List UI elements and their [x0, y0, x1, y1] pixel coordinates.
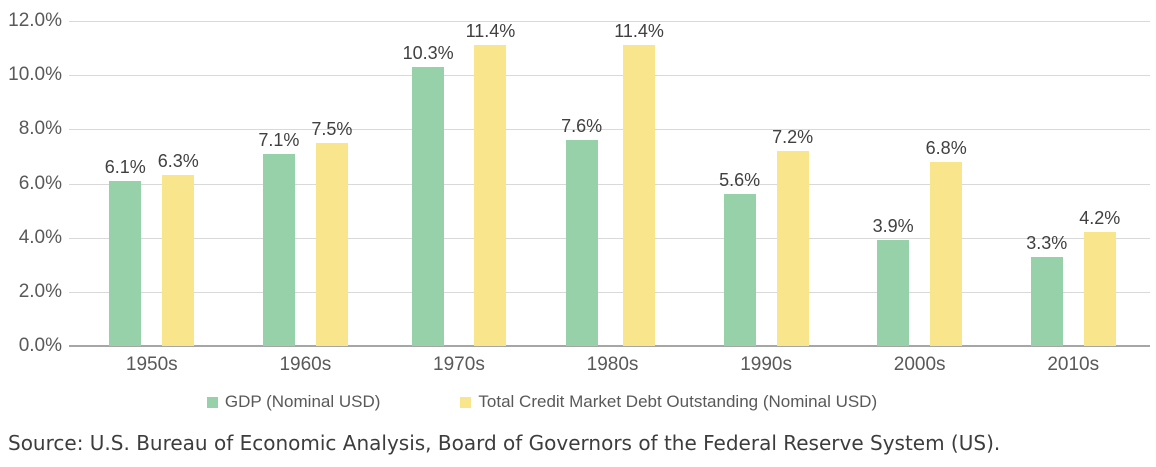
debt-value-label: 6.8%: [925, 137, 967, 158]
gridline-8pct: [69, 129, 1150, 131]
gdp-value-label: 3.3%: [1026, 232, 1068, 253]
gdp-bar: [723, 194, 756, 346]
x-axis-label-1990s: 1990s: [740, 354, 792, 375]
legend-item-gdp: GDP (Nominal USD): [206, 392, 381, 412]
debt-bar: [776, 151, 809, 346]
bar-group-1950s: 6.1% 6.3%: [75, 21, 229, 346]
debt-bar: [1083, 232, 1116, 346]
debt-value-label: 6.3%: [157, 151, 199, 172]
gdp-bar: [1030, 256, 1063, 346]
bar-group-2010s: 3.3% 4.2%: [996, 21, 1150, 346]
bar-group-2000s: 3.9% 6.8%: [843, 21, 997, 346]
gridline-2pct: [69, 291, 1150, 293]
debt-value-label: 7.5%: [311, 118, 353, 139]
debt-value-label: 7.2%: [772, 127, 814, 147]
legend-item-debt: Total Credit Market Debt Outstanding (No…: [460, 392, 877, 412]
legend: GDP (Nominal USD) Total Credit Market De…: [0, 392, 1156, 412]
gdp-value-label: 3.9%: [872, 216, 914, 237]
bar-group-1970s: 10.3% 11.4%: [382, 21, 536, 346]
gdp-value-label: 5.6%: [719, 170, 761, 191]
gdp-value-label: 10.3%: [402, 43, 454, 64]
x-axis-label-2010s: 2010s: [1047, 354, 1100, 375]
gdp-value-label: 7.1%: [258, 129, 300, 150]
gridline-6pct: [69, 183, 1150, 185]
legend-label-gdp: GDP (Nominal USD): [224, 392, 381, 411]
y-axis-label: 8.0%: [18, 118, 62, 140]
debt-bar: [315, 142, 348, 346]
legend-swatch-debt: [460, 396, 472, 408]
x-axis-label-1950s: 1950s: [125, 354, 178, 375]
y-axis-label: 10.0%: [8, 64, 62, 86]
debt-bar: [474, 45, 507, 346]
gdp-bar: [565, 140, 598, 346]
gdp-bar: [262, 153, 295, 346]
y-axis-label: 2.0%: [18, 280, 62, 302]
y-axis-label: 4.0%: [18, 226, 62, 248]
debt-value-label: 11.4%: [465, 21, 516, 41]
legend-label-debt: Total Credit Market Debt Outstanding (No…: [478, 392, 878, 411]
x-axis-label-1980s: 1980s: [586, 354, 639, 375]
legend-swatch-gdp: [206, 396, 218, 408]
x-axis: 1950s 1960s 1970s 1980s 1990s 2000s 2010…: [75, 354, 1150, 376]
gdp-value-label: 6.1%: [104, 156, 146, 177]
gdp-bar: [877, 240, 910, 346]
plot-area: 12.0% 10.0% 8.0% 6.0% 4.0% 2.0% 0.0% 6.1…: [8, 10, 1150, 356]
debt-value-label: 11.4%: [614, 21, 664, 41]
x-axis-label-2000s: 2000s: [893, 354, 946, 375]
gridline-12pct: [69, 21, 1150, 22]
bar-group-1980s: 7.6% 11.4%: [536, 21, 690, 346]
gridline-10pct: [69, 75, 1150, 77]
bar-group-1960s: 7.1% 7.5%: [229, 21, 383, 346]
x-axis-label-1960s: 1960s: [279, 354, 332, 375]
bar-groups: 6.1% 6.3% 7.1% 7.5%: [75, 21, 1150, 346]
debt-bar: [930, 161, 963, 346]
y-axis-label: 12.0%: [8, 10, 62, 31]
gdp-value-label: 7.6%: [561, 116, 603, 137]
y-axis-label: 0.0%: [18, 335, 62, 356]
x-axis-label-1970s: 1970s: [433, 354, 485, 375]
source-note: Source: U.S. Bureau of Economic Analysis…: [8, 431, 1001, 455]
x-axis-line: [69, 345, 1150, 347]
y-axis-label: 6.0%: [18, 172, 62, 194]
gdp-bar: [412, 67, 445, 346]
debt-bar: [623, 45, 656, 346]
gridline-4pct: [69, 237, 1150, 239]
bar-group-1990s: 5.6% 7.2%: [689, 21, 843, 346]
debt-bar: [162, 175, 195, 346]
debt-value-label: 4.2%: [1079, 208, 1121, 229]
gdp-bar: [109, 180, 142, 346]
